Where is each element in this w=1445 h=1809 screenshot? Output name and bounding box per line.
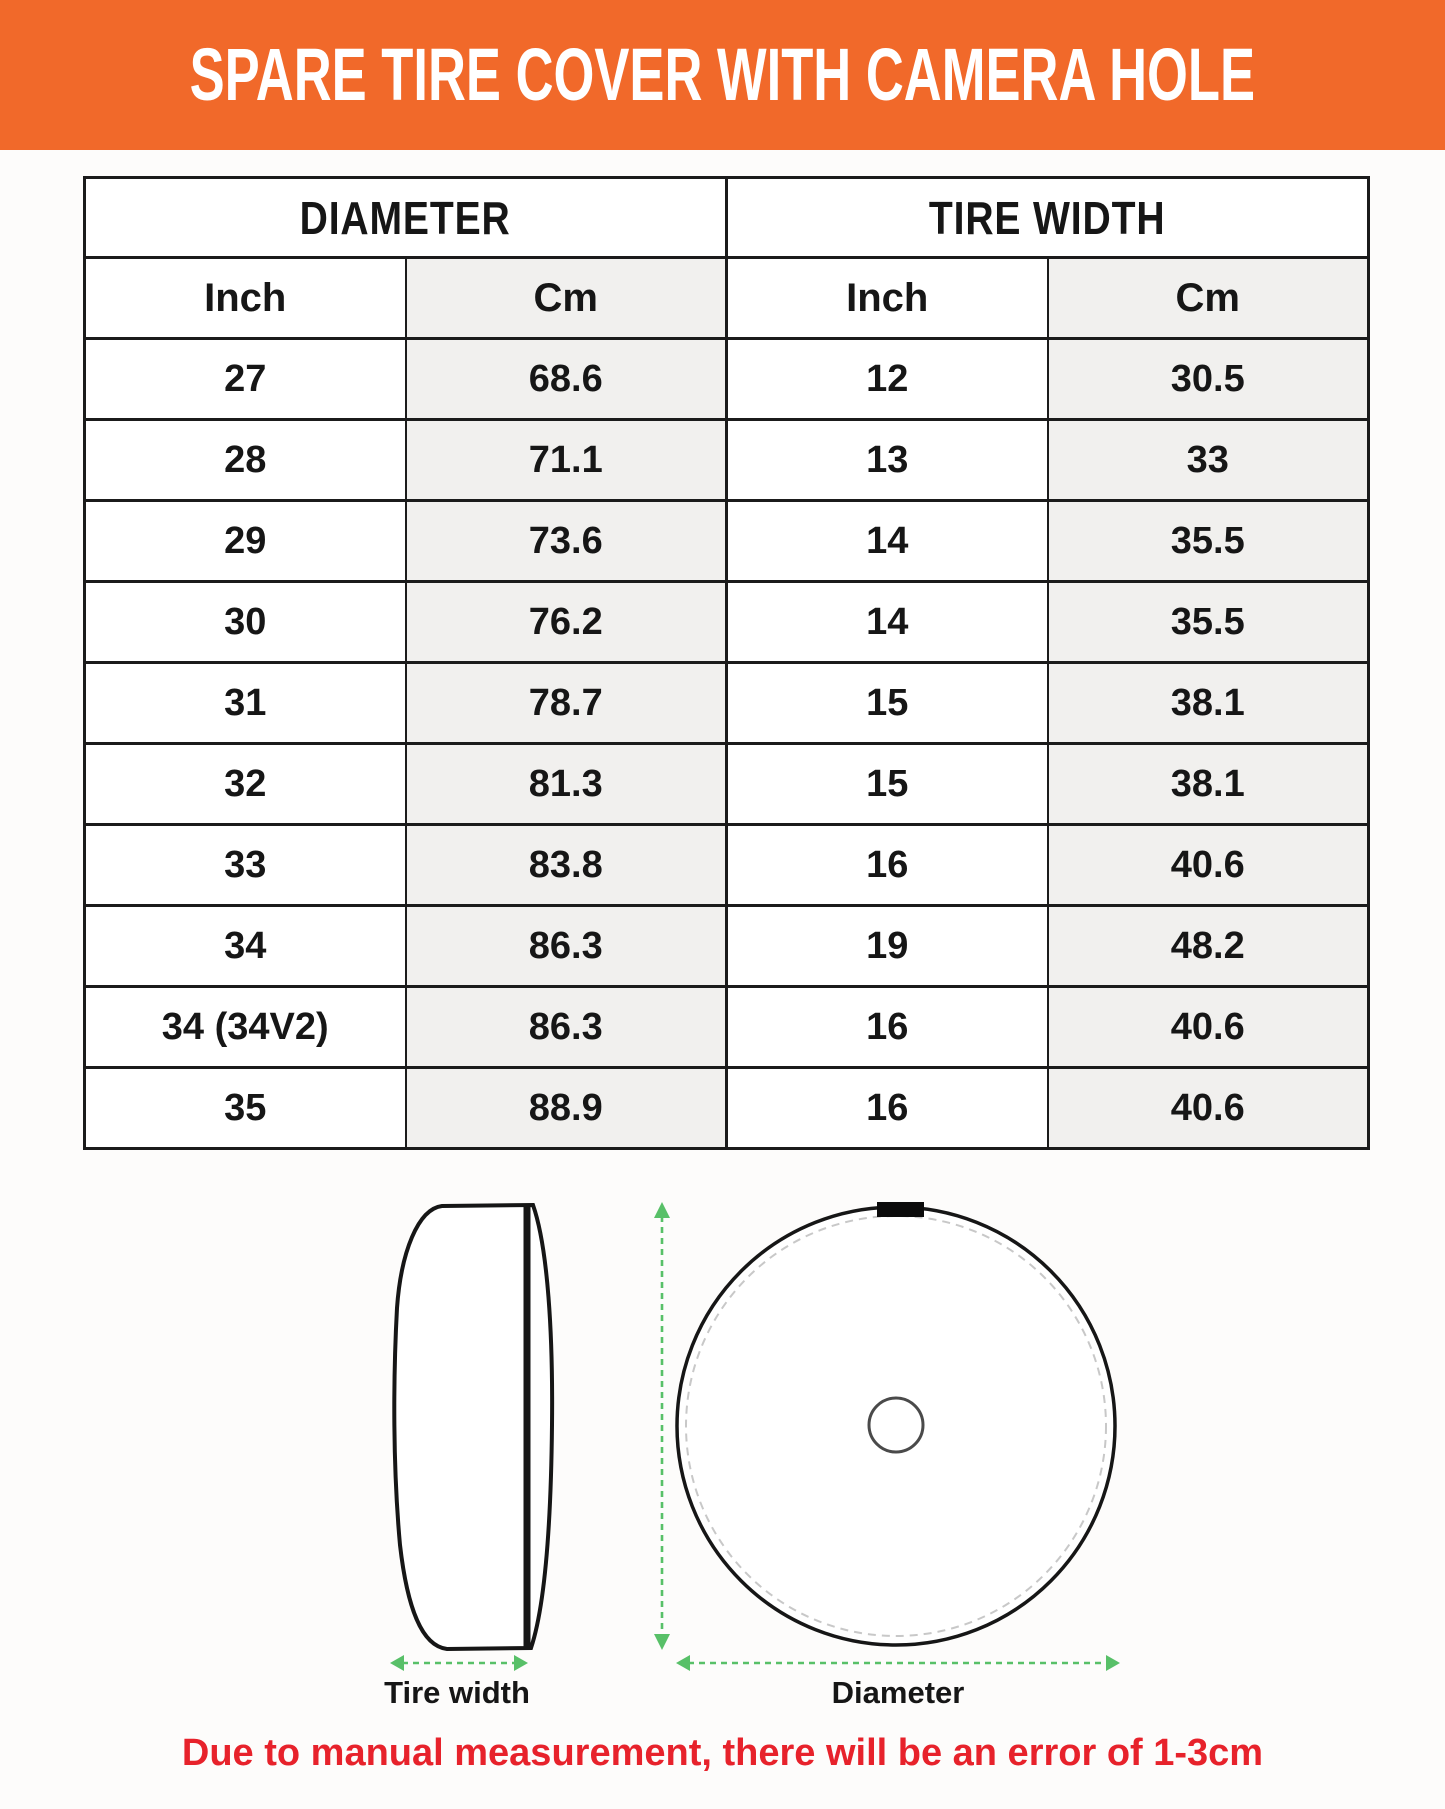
cell-diameter-inch: 34 (34V2) (83, 985, 407, 1069)
subheader-width-cm: Cm (1046, 256, 1370, 340)
cell-diameter-cm: 88.9 (404, 1066, 728, 1150)
diameter-label: Diameter (832, 1675, 965, 1710)
measurement-disclaimer: Due to manual measurement, there will be… (181, 1732, 1264, 1774)
tire-width-dimension-arrow (390, 1655, 528, 1671)
table-row: 29 73.6 14 35.5 (83, 499, 1370, 583)
group-header-row: DIAMETER TIRE WIDTH (83, 176, 1370, 259)
size-table-wrapper: DIAMETER TIRE WIDTH Inch Cm Inch Cm 27 6… (83, 176, 1370, 1150)
cell-width-cm: 40.6 (1046, 1066, 1370, 1150)
table-row: 32 81.3 15 38.1 (83, 742, 1370, 826)
cell-width-cm: 38.1 (1046, 661, 1370, 745)
cell-width-cm: 33 (1046, 418, 1370, 502)
cell-diameter-cm: 83.8 (404, 823, 728, 907)
arrow-up-icon (654, 1202, 670, 1218)
cell-diameter-cm: 81.3 (404, 742, 728, 826)
cell-width-inch: 19 (725, 904, 1049, 988)
top-strap-marker (877, 1202, 924, 1217)
stitching-dashed-circle (685, 1215, 1107, 1637)
height-dimension-arrow (654, 1202, 670, 1650)
column-group-tire-width: TIRE WIDTH (725, 176, 1370, 259)
table-row: 35 88.9 16 40.6 (83, 1066, 1370, 1150)
cell-width-cm: 48.2 (1046, 904, 1370, 988)
title-banner: SPARE TIRE COVER WITH CAMERA HOLE (0, 0, 1445, 150)
cell-width-cm: 40.6 (1046, 985, 1370, 1069)
cell-width-inch: 16 (725, 1066, 1049, 1150)
cell-width-cm: 38.1 (1046, 742, 1370, 826)
arrow-down-icon (654, 1634, 670, 1650)
tire-front-view (675, 1202, 1117, 1647)
cell-width-inch: 14 (725, 499, 1049, 583)
cell-diameter-inch: 32 (83, 742, 407, 826)
measurement-diagram: Tire width Diameter (384, 1202, 1120, 1710)
cell-width-inch: 15 (725, 742, 1049, 826)
arrow-right-icon (514, 1655, 528, 1671)
subheader-diameter-cm: Cm (404, 256, 728, 340)
table-row: 28 71.1 13 33 (83, 418, 1370, 502)
cell-width-cm: 35.5 (1046, 499, 1370, 583)
page-title: SPARE TIRE COVER WITH CAMERA HOLE (189, 33, 1256, 116)
tire-width-label: Tire width (384, 1675, 530, 1710)
table-row: 34 86.3 19 48.2 (83, 904, 1370, 988)
cell-diameter-cm: 76.2 (404, 580, 728, 664)
arrow-left-icon (676, 1655, 690, 1671)
cell-width-inch: 15 (725, 661, 1049, 745)
tire-side-view (392, 1202, 555, 1652)
cell-diameter-inch: 28 (83, 418, 407, 502)
cell-diameter-cm: 86.3 (404, 904, 728, 988)
diameter-dimension-arrow (676, 1655, 1120, 1671)
arrow-right-icon (1106, 1655, 1120, 1671)
cell-width-cm: 35.5 (1046, 580, 1370, 664)
cell-width-cm: 30.5 (1046, 337, 1370, 421)
cell-width-inch: 14 (725, 580, 1049, 664)
cell-diameter-cm: 78.7 (404, 661, 728, 745)
subheader-width-inch: Inch (725, 256, 1049, 340)
column-group-diameter: DIAMETER (83, 176, 728, 259)
arrow-left-icon (390, 1655, 404, 1671)
cell-diameter-inch: 27 (83, 337, 407, 421)
cell-width-inch: 13 (725, 418, 1049, 502)
cell-diameter-inch: 29 (83, 499, 407, 583)
sub-header-row: Inch Cm Inch Cm (83, 256, 1370, 340)
cell-diameter-cm: 73.6 (404, 499, 728, 583)
size-table: DIAMETER TIRE WIDTH Inch Cm Inch Cm 27 6… (83, 176, 1370, 1150)
cell-width-inch: 16 (725, 985, 1049, 1069)
cell-diameter-inch: 35 (83, 1066, 407, 1150)
cell-diameter-cm: 71.1 (404, 418, 728, 502)
subheader-diameter-inch: Inch (83, 256, 407, 340)
table-row: 34 (34V2) 86.3 16 40.6 (83, 985, 1370, 1069)
table-row: 30 76.2 14 35.5 (83, 580, 1370, 664)
table-row: 31 78.7 15 38.1 (83, 661, 1370, 745)
camera-hole (867, 1396, 925, 1454)
cell-diameter-cm: 68.6 (404, 337, 728, 421)
cell-diameter-inch: 33 (83, 823, 407, 907)
cell-diameter-cm: 86.3 (404, 985, 728, 1069)
cell-diameter-inch: 31 (83, 661, 407, 745)
cell-width-inch: 16 (725, 823, 1049, 907)
cell-width-cm: 40.6 (1046, 823, 1370, 907)
cell-diameter-inch: 30 (83, 580, 407, 664)
cell-width-inch: 12 (725, 337, 1049, 421)
table-row: 33 83.8 16 40.6 (83, 823, 1370, 907)
table-row: 27 68.6 12 30.5 (83, 337, 1370, 421)
cell-diameter-inch: 34 (83, 904, 407, 988)
